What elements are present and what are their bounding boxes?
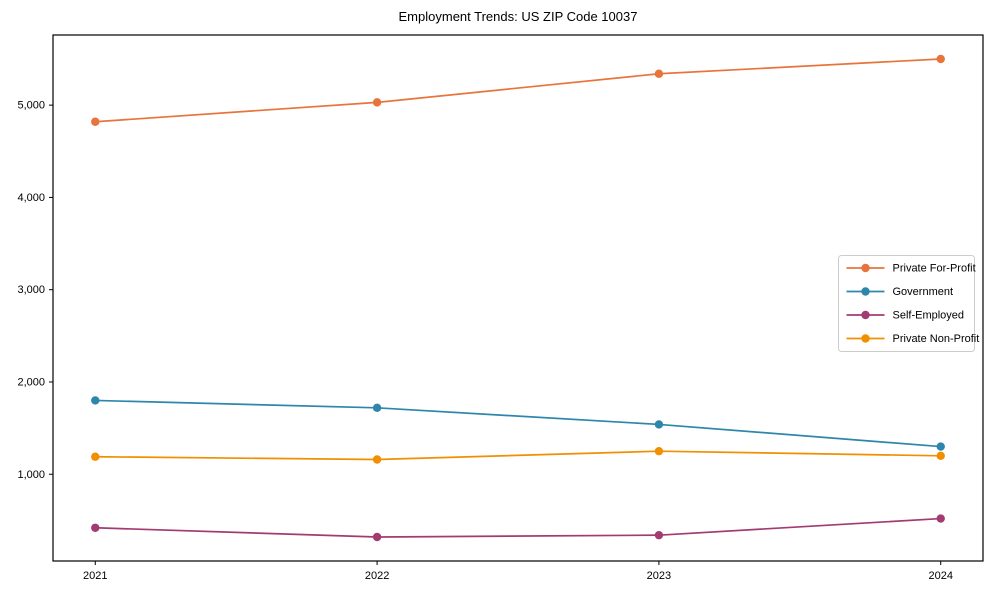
- y-tick-label: 2,000: [17, 376, 45, 388]
- legend-entry-label: Government: [893, 286, 954, 298]
- y-tick-label: 4,000: [17, 192, 45, 204]
- data-point: [654, 530, 664, 540]
- plot-frame: [52, 34, 984, 562]
- data-point: [372, 455, 382, 464]
- x-tick-label: 2021: [83, 570, 107, 582]
- data-point: [91, 396, 100, 405]
- series-line-private-non-profit: [94, 450, 942, 461]
- data-point: [91, 452, 100, 461]
- y-tick-label: 5,000: [17, 100, 45, 112]
- legend-entry-label: Private For-Profit: [893, 263, 976, 275]
- chart-title: Employment Trends: US ZIP Code 10037: [399, 9, 638, 24]
- x-tick-label: 2022: [365, 570, 389, 582]
- x-tick-label: 2024: [928, 570, 952, 582]
- data-point: [372, 98, 382, 107]
- data-point: [91, 523, 100, 532]
- legend-sample-marker: [861, 334, 870, 343]
- axes: 1,000 2,000 3,000 4,000 5,000 2021 2022 2023 202…: [17, 34, 984, 582]
- series-group: [91, 54, 945, 542]
- data-point: [654, 69, 664, 78]
- data-point: [936, 54, 945, 64]
- legend-entry-label: Self-Employed: [893, 310, 965, 322]
- y-tick-label: 3,000: [17, 284, 45, 296]
- legend-box: [838, 255, 975, 352]
- series-line-self-employed: [94, 517, 942, 538]
- data-point: [654, 420, 664, 429]
- data-point: [372, 532, 382, 542]
- series-line-private-for-profit: [94, 58, 942, 123]
- data-point: [936, 442, 945, 451]
- data-point: [654, 446, 664, 456]
- data-point: [91, 117, 100, 126]
- x-tick-label: 2023: [647, 570, 671, 582]
- legend-sample-marker: [861, 263, 870, 273]
- data-point: [936, 451, 945, 460]
- series-line-government: [94, 399, 942, 448]
- legend-sample-marker: [861, 310, 870, 320]
- legend-sample-marker: [861, 287, 870, 296]
- legend-entry-label: Private Non-Profit: [893, 333, 980, 345]
- y-tick-label: 1,000: [17, 469, 45, 481]
- data-point: [936, 514, 945, 523]
- legend: Private For-Profit Government Self-Employe…: [838, 255, 980, 352]
- data-point: [372, 403, 382, 413]
